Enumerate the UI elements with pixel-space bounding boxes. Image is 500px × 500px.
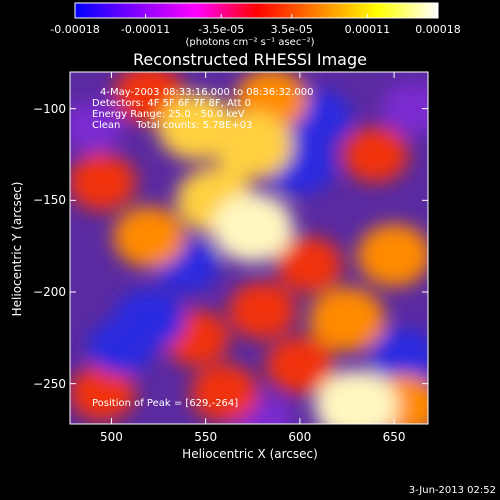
positive-emission-blob xyxy=(357,223,428,287)
colorbar-tick-label: -0.00018 xyxy=(50,23,100,36)
positive-emission-blob xyxy=(190,363,259,422)
colorbar xyxy=(74,2,439,19)
x-tick-label: 600 xyxy=(288,430,312,444)
x-tick-label: 650 xyxy=(382,430,406,444)
colorbar-tick-label: -0.00011 xyxy=(120,23,171,36)
annotation-clean: Clean Total counts: 5.78E+03 xyxy=(92,120,253,131)
x-axis-label: Heliocentric X (arcsec) xyxy=(182,447,318,461)
positive-emission-blob xyxy=(228,281,297,340)
date-stamp: 3-Jun-2013 02:52 xyxy=(408,485,496,496)
positive-emission-blob xyxy=(70,364,136,421)
positive-emission-blob xyxy=(211,192,294,263)
positive-emission-blob xyxy=(314,369,399,424)
positive-emission-blob xyxy=(70,153,137,211)
colorbar-units: (photons cm⁻² s⁻¹ asec⁻²) xyxy=(185,37,315,48)
annotation-time-range: 4-May-2003 08:33:16.000 to 08:36:32.000 xyxy=(100,87,314,98)
positive-emission-blob xyxy=(276,236,343,293)
colorbar-tick-label: 0.00018 xyxy=(415,23,461,36)
annotation-detectors: Detectors: 4F 5F 6F 7F 8F, Att 0 xyxy=(92,98,252,109)
colorbar-tick-label: 0.00011 xyxy=(344,23,391,36)
negative-emission-blob xyxy=(70,101,123,153)
positive-emission-blob xyxy=(113,206,186,268)
y-axis-label: Heliocentric Y (arcsec) xyxy=(10,181,24,317)
negative-emission-blob xyxy=(113,288,186,351)
positive-emission-blob xyxy=(212,111,293,180)
negative-emission-blob xyxy=(381,82,428,136)
positive-emission-blob xyxy=(342,126,409,183)
y-tick-label: −100 xyxy=(33,101,66,116)
x-tick-label: 500 xyxy=(99,430,123,444)
y-tick-label: −200 xyxy=(33,285,66,299)
annotation-energy: Energy Range: 25.0 - 50.0 keV xyxy=(92,109,245,120)
positive-emission-blob xyxy=(308,287,385,352)
annotation-peak-position: Position of Peak = [629,-264] xyxy=(92,398,239,409)
y-tick-label: −150 xyxy=(33,193,66,208)
colorbar-tick-label: 3.5e-05 xyxy=(270,23,313,36)
positive-emission-blob xyxy=(265,336,334,395)
plot-frame xyxy=(69,71,429,425)
colorbar-ticks xyxy=(74,14,439,18)
y-tick-label: −250 xyxy=(33,376,66,391)
heatmap-image xyxy=(70,72,428,424)
chart-title: Reconstructed RHESSI Image xyxy=(133,50,367,69)
axis-ticks xyxy=(70,72,428,424)
colorbar-tick-label: -3.5e-05 xyxy=(198,23,245,36)
x-tick-label: 550 xyxy=(194,430,218,444)
negative-emission-blob xyxy=(370,328,428,385)
